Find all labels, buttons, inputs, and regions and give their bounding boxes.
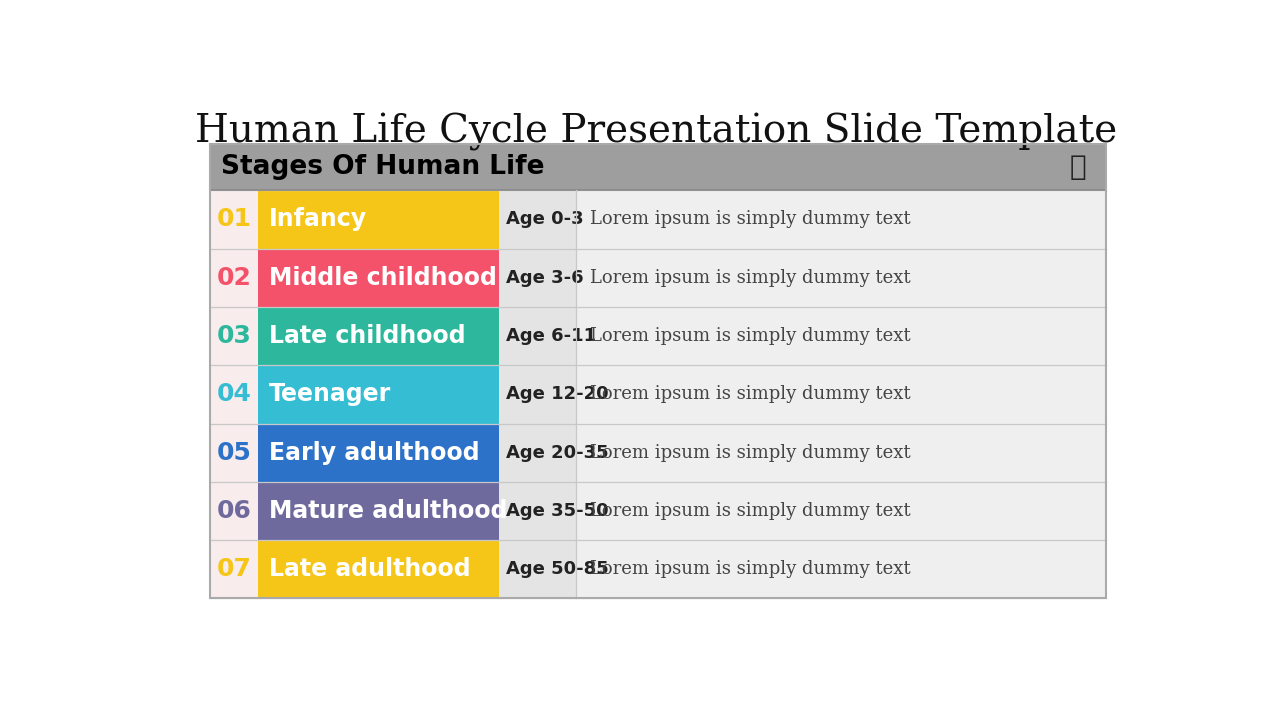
Bar (210, 190, 259, 248)
Text: Lorem ipsum is simply dummy text: Lorem ipsum is simply dummy text (590, 327, 911, 345)
Bar (576, 248, 1106, 307)
Text: 02: 02 (218, 266, 252, 289)
Text: Age 12-20: Age 12-20 (507, 385, 609, 403)
Text: Late adulthood: Late adulthood (269, 557, 471, 581)
Bar (259, 307, 499, 365)
Text: Age 6-11: Age 6-11 (507, 327, 596, 345)
Text: Age 50-85: Age 50-85 (507, 560, 609, 578)
Bar (576, 365, 1106, 423)
Bar (210, 540, 259, 598)
Text: 👥: 👥 (1070, 153, 1087, 181)
Bar (499, 540, 576, 598)
Text: Lorem ipsum is simply dummy text: Lorem ipsum is simply dummy text (590, 444, 911, 462)
Text: Age 3-6: Age 3-6 (507, 269, 584, 287)
Bar (210, 307, 259, 365)
Bar (499, 482, 576, 540)
Bar (259, 248, 499, 307)
Bar (210, 144, 1106, 598)
Bar (259, 365, 499, 423)
Bar (259, 190, 499, 248)
Text: Lorem ipsum is simply dummy text: Lorem ipsum is simply dummy text (590, 269, 911, 287)
Bar (499, 307, 576, 365)
Text: Late childhood: Late childhood (269, 324, 466, 348)
Bar (210, 144, 1106, 190)
Bar (499, 190, 576, 248)
Bar (576, 423, 1106, 482)
Text: 06: 06 (218, 499, 252, 523)
Bar (210, 248, 259, 307)
Text: 03: 03 (218, 324, 252, 348)
Bar (210, 482, 259, 540)
Text: 04: 04 (218, 382, 252, 406)
Text: Age 20-35: Age 20-35 (507, 444, 609, 462)
Text: Early adulthood: Early adulthood (269, 441, 480, 464)
Text: 05: 05 (218, 441, 252, 464)
Text: Age 35-50: Age 35-50 (507, 502, 609, 520)
Text: Stages Of Human Life: Stages Of Human Life (221, 154, 545, 180)
Text: 01: 01 (216, 207, 252, 232)
Text: Lorem ipsum is simply dummy text: Lorem ipsum is simply dummy text (590, 210, 911, 228)
Bar (576, 190, 1106, 248)
Text: Lorem ipsum is simply dummy text: Lorem ipsum is simply dummy text (590, 502, 911, 520)
Text: Teenager: Teenager (269, 382, 392, 406)
Bar (576, 307, 1106, 365)
Bar (210, 423, 259, 482)
Text: Mature adulthood: Mature adulthood (269, 499, 508, 523)
Text: Infancy: Infancy (269, 207, 367, 232)
Text: Lorem ipsum is simply dummy text: Lorem ipsum is simply dummy text (590, 385, 911, 403)
Bar (576, 540, 1106, 598)
Bar (259, 423, 499, 482)
Bar (259, 482, 499, 540)
Text: Middle childhood: Middle childhood (269, 266, 497, 289)
Bar (499, 423, 576, 482)
Bar (210, 144, 1106, 598)
Text: Lorem ipsum is simply dummy text: Lorem ipsum is simply dummy text (590, 560, 911, 578)
Bar (499, 248, 576, 307)
Bar (210, 365, 259, 423)
Bar (499, 365, 576, 423)
Bar (259, 540, 499, 598)
Text: Human Life Cycle Presentation Slide Template: Human Life Cycle Presentation Slide Temp… (195, 113, 1117, 151)
Text: Age 0-3: Age 0-3 (507, 210, 584, 228)
Bar (576, 482, 1106, 540)
Text: 07: 07 (218, 557, 252, 581)
